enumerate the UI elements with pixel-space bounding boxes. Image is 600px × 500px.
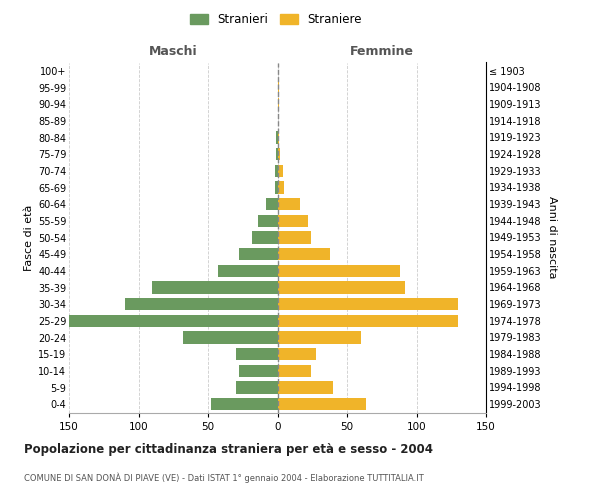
Bar xyxy=(239,248,277,260)
Bar xyxy=(69,314,277,327)
Bar xyxy=(125,298,277,310)
Bar xyxy=(276,131,277,144)
Legend: Stranieri, Straniere: Stranieri, Straniere xyxy=(185,8,367,31)
Bar xyxy=(218,264,277,277)
Bar xyxy=(277,231,311,244)
Bar xyxy=(275,181,277,194)
Bar xyxy=(277,214,308,227)
Bar xyxy=(239,364,277,377)
Bar xyxy=(277,98,279,110)
Bar xyxy=(277,148,280,160)
Bar xyxy=(276,148,277,160)
Bar xyxy=(236,348,277,360)
Bar xyxy=(253,231,277,244)
Bar xyxy=(277,131,279,144)
Bar xyxy=(258,214,277,227)
Y-axis label: Anni di nascita: Anni di nascita xyxy=(547,196,557,278)
Bar xyxy=(266,198,277,210)
Bar xyxy=(277,348,316,360)
Bar xyxy=(277,298,458,310)
Bar xyxy=(277,364,311,377)
Bar xyxy=(211,398,277,410)
Bar xyxy=(277,381,333,394)
Text: Popolazione per cittadinanza straniera per età e sesso - 2004: Popolazione per cittadinanza straniera p… xyxy=(24,442,433,456)
Bar xyxy=(277,398,367,410)
Text: Maschi: Maschi xyxy=(149,44,197,58)
Bar xyxy=(277,181,284,194)
Bar xyxy=(277,198,300,210)
Bar xyxy=(277,81,279,94)
Bar xyxy=(236,381,277,394)
Bar xyxy=(152,281,277,293)
Bar xyxy=(277,314,458,327)
Bar xyxy=(277,281,406,293)
Text: Femmine: Femmine xyxy=(350,44,414,58)
Bar xyxy=(277,331,361,344)
Bar xyxy=(277,264,400,277)
Y-axis label: Fasce di età: Fasce di età xyxy=(23,204,34,270)
Text: COMUNE DI SAN DONÀ DI PIAVE (VE) - Dati ISTAT 1° gennaio 2004 - Elaborazione TUT: COMUNE DI SAN DONÀ DI PIAVE (VE) - Dati … xyxy=(24,472,424,483)
Bar xyxy=(277,164,283,177)
Bar xyxy=(183,331,277,344)
Bar xyxy=(275,164,277,177)
Bar xyxy=(277,248,331,260)
